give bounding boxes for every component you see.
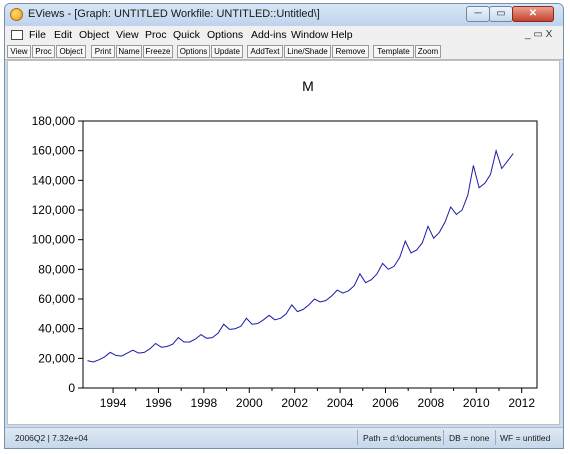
minimize-button[interactable]: ─: [466, 6, 490, 22]
menu-help[interactable]: Help: [331, 29, 353, 41]
x-tick-label: 2000: [236, 396, 263, 410]
y-axis: 0 20,000 40,000 60,000 80,000 100,000 120,000 1…: [32, 114, 83, 395]
status-separator: [443, 430, 444, 445]
toolbar-view-button[interactable]: View: [7, 45, 31, 58]
plot-frame: [82, 120, 538, 389]
menu-object[interactable]: Object: [79, 29, 110, 41]
status-path: Path = d:\documents: [363, 433, 442, 443]
x-tick-label: 2012: [508, 396, 535, 410]
mdi-window-controls[interactable]: _ ▭ X: [525, 29, 553, 40]
series-line: [87, 148, 514, 363]
toolbar-template-button[interactable]: Template: [373, 45, 414, 58]
toolbar-object-button[interactable]: Object: [56, 45, 86, 58]
eviews-window: EViews - [Graph: UNTITLED Workfile: UNTI…: [4, 3, 564, 449]
status-observation: 2006Q2 | 7.32e+04: [15, 433, 88, 443]
menu-edit[interactable]: Edit: [54, 29, 73, 41]
toolbar-line-shade-button[interactable]: Line/Shade: [284, 45, 331, 58]
document-icon[interactable]: [11, 30, 23, 40]
toolbar-print-button[interactable]: Print: [91, 45, 115, 58]
x-tick-label: 2002: [281, 396, 308, 410]
maximize-button[interactable]: ▭: [489, 6, 513, 22]
y-tick-label: 100,000: [32, 233, 76, 247]
y-tick-label: 180,000: [32, 114, 76, 128]
y-tick-label: 120,000: [32, 203, 76, 217]
graph-area[interactable]: M 0 20,000 40,000 60,000 80,000 100,000 120,00…: [7, 60, 560, 425]
menu-window[interactable]: Window: [291, 29, 329, 41]
x-tick-label: 2004: [327, 396, 354, 410]
toolbar-name-button[interactable]: Name: [116, 45, 142, 58]
status-bar: 2006Q2 | 7.32e+04 Path = d:\documents DB…: [5, 427, 563, 448]
line-chart: M 0 20,000 40,000 60,000 80,000 100,000 120,00…: [32, 78, 538, 410]
close-button[interactable]: ✕: [512, 6, 554, 22]
graph-toolbar: View Proc Object Print Name Freeze Optio…: [5, 44, 563, 60]
chart-title: M: [302, 78, 314, 94]
x-axis: 1994 1996 1998 2000 2002 2004 2006 2008 2010 2012: [100, 388, 535, 410]
status-separator: [495, 430, 496, 445]
series-layer: [87, 148, 514, 363]
title-bar[interactable]: EViews - [Graph: UNTITLED Workfile: UNTI…: [5, 4, 563, 26]
y-tick-label: 140,000: [32, 173, 76, 187]
y-tick-label: 80,000: [38, 262, 75, 276]
toolbar-remove-button[interactable]: Remove: [332, 45, 369, 58]
status-separator: [357, 430, 358, 445]
x-tick-label: 1994: [100, 396, 127, 410]
status-db: DB = none: [449, 433, 490, 443]
x-tick-label: 2010: [463, 396, 490, 410]
x-tick-label: 2008: [418, 396, 445, 410]
menu-bar: File Edit Object View Proc Quick Options…: [5, 26, 563, 45]
menu-options[interactable]: Options: [207, 29, 244, 41]
toolbar-zoom-button[interactable]: Zoom: [415, 45, 441, 58]
eviews-app-icon: [10, 8, 23, 21]
menu-quick[interactable]: Quick: [173, 29, 200, 41]
window-title: EViews - [Graph: UNTITLED Workfile: UNTI…: [28, 8, 320, 20]
x-tick-label: 1998: [191, 396, 218, 410]
y-tick-label: 60,000: [38, 292, 75, 306]
menu-file[interactable]: File: [29, 29, 46, 41]
menu-proc[interactable]: Proc: [145, 29, 167, 41]
y-tick-label: 0: [68, 381, 75, 395]
y-tick-label: 40,000: [38, 322, 75, 336]
toolbar-options-button[interactable]: Options: [177, 45, 210, 58]
y-tick-label: 160,000: [32, 144, 76, 158]
status-wf: WF = untitled: [500, 433, 551, 443]
toolbar-addtext-button[interactable]: AddText: [247, 45, 283, 58]
toolbar-update-button[interactable]: Update: [211, 45, 243, 58]
menu-add-ins[interactable]: Add-ins: [251, 29, 287, 41]
menu-view[interactable]: View: [116, 29, 139, 41]
toolbar-proc-button[interactable]: Proc: [32, 45, 55, 58]
x-tick-label: 1996: [145, 396, 172, 410]
x-tick-label: 2006: [372, 396, 399, 410]
toolbar-freeze-button[interactable]: Freeze: [143, 45, 173, 58]
y-tick-label: 20,000: [38, 351, 75, 365]
